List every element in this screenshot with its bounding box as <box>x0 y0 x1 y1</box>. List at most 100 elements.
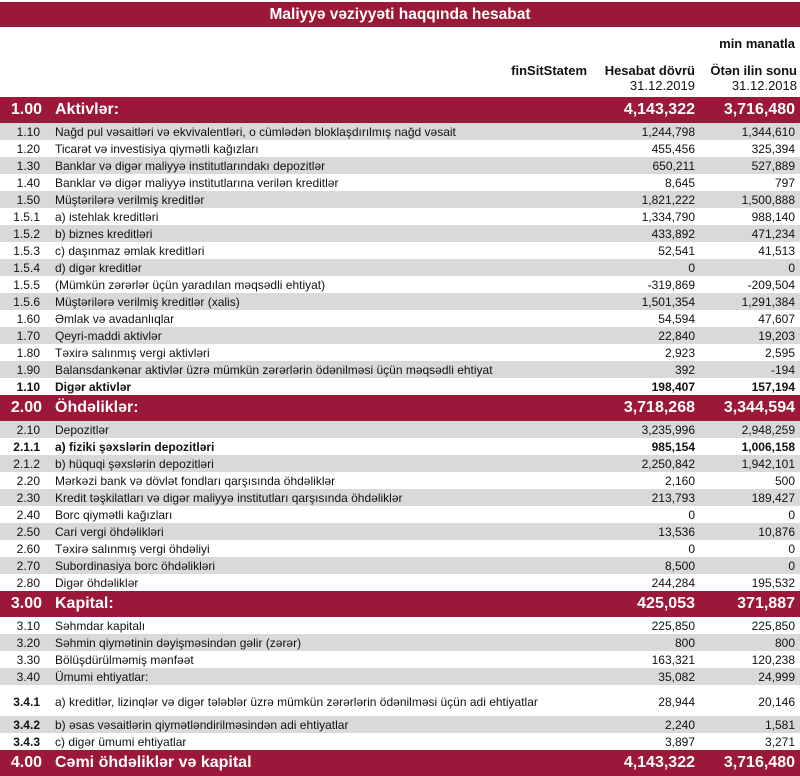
row-value-previous: 2,948,259 <box>741 422 795 437</box>
row-value-current: 0 <box>688 541 695 556</box>
row-value-current: 8,500 <box>664 558 695 573</box>
previous-period-date: 31.12.2018 <box>731 78 797 93</box>
row-value-previous: 988,140 <box>751 209 795 224</box>
row-3.20: 3.20 Səhmin qiymətinin dəyişməsindən gəl… <box>0 634 800 651</box>
row-1.60: 1.60 Əmlak və avadanlıqlar 54,594 47,607 <box>0 310 800 327</box>
row-2.1.1: 2.1.1 a) fiziki şəxslərin depozitləri 98… <box>0 438 800 455</box>
column-headers: finSitStatem Hesabat dövrü Ötən ilin son… <box>0 63 800 93</box>
row-value-current: 28,944 <box>658 694 695 709</box>
row-label: Kapital: <box>55 595 114 612</box>
row-number: 1.50 <box>16 192 40 207</box>
row-1.5.6: 1.5.6 Müştərilərə verilmiş kreditlər (xa… <box>0 293 800 310</box>
row-1.5.4: 1.5.4 d) digər kreditlər 0 0 <box>0 259 800 276</box>
row-value-current: 0 <box>688 260 695 275</box>
row-number: 1.5.3 <box>13 243 40 258</box>
section-row-2.00: 2.00 Öhdəliklər: 3,718,268 3,344,594 <box>0 395 800 421</box>
row-2.40: 2.40 Borc qiymətli kağızları 0 0 <box>0 506 800 523</box>
row-number: 2.60 <box>16 541 40 556</box>
row-value-previous: 10,876 <box>758 524 795 539</box>
row-value-current: 22,840 <box>658 328 695 343</box>
row-label: Təxirə salınmış vergi öhdəliyi <box>55 541 210 556</box>
row-value-previous: -194 <box>770 362 795 377</box>
row-value-previous: 0 <box>788 507 795 522</box>
row-number: 3.4.3 <box>13 734 40 749</box>
row-label: a) fiziki şəxslərin depozitləri <box>55 439 215 454</box>
row-value-previous: 1,006,158 <box>741 439 795 454</box>
row-value-previous: 20,146 <box>758 694 795 709</box>
row-2.30: 2.30 Kredit təşkilatları və digər maliyy… <box>0 489 800 506</box>
row-number: 1.5.1 <box>13 209 40 224</box>
row-1.30: 1.30 Banklar və digər maliyyə institutla… <box>0 157 800 174</box>
row-1.40: 1.40 Banklar və digər maliyyə institutla… <box>0 174 800 191</box>
row-label: Əmlak və avadanlıqlar <box>55 311 175 326</box>
row-value-current: 213,793 <box>651 490 695 505</box>
row-2.60: 2.60 Təxirə salınmış vergi öhdəliyi 0 0 <box>0 540 800 557</box>
row-value-current: 35,082 <box>658 669 695 684</box>
row-number: 3.00 <box>10 595 42 612</box>
row-value-previous: 195,532 <box>751 575 795 590</box>
row-number: 3.40 <box>16 669 40 684</box>
row-value-previous: 0 <box>788 260 795 275</box>
row-label: Ticarət və investisiya qiymətli kağızlar… <box>55 141 259 156</box>
row-label: b) əsas vəsaitlərin qiymətləndirilməsind… <box>55 717 349 732</box>
row-value-current: 13,536 <box>658 524 695 539</box>
row-label: c) digər ümumi ehtiyatlar <box>55 734 187 749</box>
row-1.5.2: 1.5.2 b) biznes kreditləri 433,892 471,2… <box>0 225 800 242</box>
row-number: 2.30 <box>16 490 40 505</box>
row-value-current: 3,718,268 <box>623 399 695 416</box>
row-number: 3.30 <box>16 652 40 667</box>
row-number: 2.40 <box>16 507 40 522</box>
row-value-current: 4,143,322 <box>623 101 695 118</box>
row-1.10: 1.10 Digər aktivlər 198,407 157,194 <box>0 378 800 395</box>
row-3.4.3: 3.4.3 c) digər ümumi ehtiyatlar 3,897 3,… <box>0 733 800 750</box>
row-number: 2.10 <box>16 422 40 437</box>
row-number: 1.40 <box>16 175 40 190</box>
row-value-previous: 0 <box>788 558 795 573</box>
row-number: 1.30 <box>16 158 40 173</box>
row-1.5.1: 1.5.1 a) istehlak kreditləri 1,334,790 9… <box>0 208 800 225</box>
row-value-previous: 157,194 <box>751 379 795 394</box>
row-value-current: 54,594 <box>658 311 695 326</box>
statement-table: 1.00 Aktivlər: 4,143,322 3,716,480 1.10 … <box>0 97 800 776</box>
row-value-current: 225,850 <box>651 618 695 633</box>
row-number: 4.00 <box>10 754 42 771</box>
row-value-previous: 1,500,888 <box>741 192 795 207</box>
row-2.1.2: 2.1.2 b) hüquqi şəxslərin depozitləri 2,… <box>0 455 800 472</box>
row-label: Balansdankənar aktivlər üzrə mümkün zərə… <box>55 362 493 377</box>
row-2.50: 2.50 Cari vergi öhdəlikləri 13,536 10,87… <box>0 523 800 540</box>
row-value-previous: 325,394 <box>751 141 795 156</box>
row-value-previous: 41,513 <box>758 243 795 258</box>
row-value-previous: 2,595 <box>764 345 795 360</box>
row-number: 1.5.5 <box>13 277 40 292</box>
row-spacer <box>0 710 800 716</box>
column-header-dates: 31.12.2019 31.12.2018 <box>0 78 800 93</box>
row-label: Banklar və digər maliyyə institutlarına … <box>55 175 339 190</box>
row-3.40: 3.40 Ümumi ehtiyatlar: 35,082 24,999 <box>0 668 800 685</box>
row-number: 3.4.1 <box>13 694 40 709</box>
row-number: 1.20 <box>16 141 40 156</box>
row-value-previous: 500 <box>774 473 795 488</box>
row-value-current: 1,244,798 <box>641 124 695 139</box>
row-value-previous: 0 <box>788 541 795 556</box>
row-spacer <box>0 685 800 693</box>
row-number: 1.10 <box>16 379 40 394</box>
row-label: Öhdəliklər: <box>55 399 139 416</box>
row-number: 1.5.2 <box>13 226 40 241</box>
row-label: Təxirə salınmış vergi aktivləri <box>55 345 210 360</box>
current-period-date: 31.12.2019 <box>629 78 695 93</box>
row-label: Borc qiymətli kağızları <box>55 507 173 522</box>
row-value-previous: 3,716,480 <box>723 101 795 118</box>
row-3.4.2: 3.4.2 b) əsas vəsaitlərin qiymətləndiril… <box>0 716 800 733</box>
row-value-previous: 3,271 <box>764 734 795 749</box>
row-label: b) biznes kreditləri <box>55 226 153 241</box>
row-number: 2.70 <box>16 558 40 573</box>
row-value-current: 1,501,354 <box>641 294 695 309</box>
row-value-previous: 19,203 <box>758 328 795 343</box>
row-value-current: 455,456 <box>651 141 695 156</box>
row-value-previous: 3,344,594 <box>723 399 795 416</box>
row-number: 2.20 <box>16 473 40 488</box>
row-label: Bölüşdürülməmiş mənfəət <box>55 652 194 667</box>
row-number: 1.5.6 <box>13 294 40 309</box>
row-label: (Mümkün zərərlər üçün yaradılan məqsədli… <box>55 277 326 292</box>
